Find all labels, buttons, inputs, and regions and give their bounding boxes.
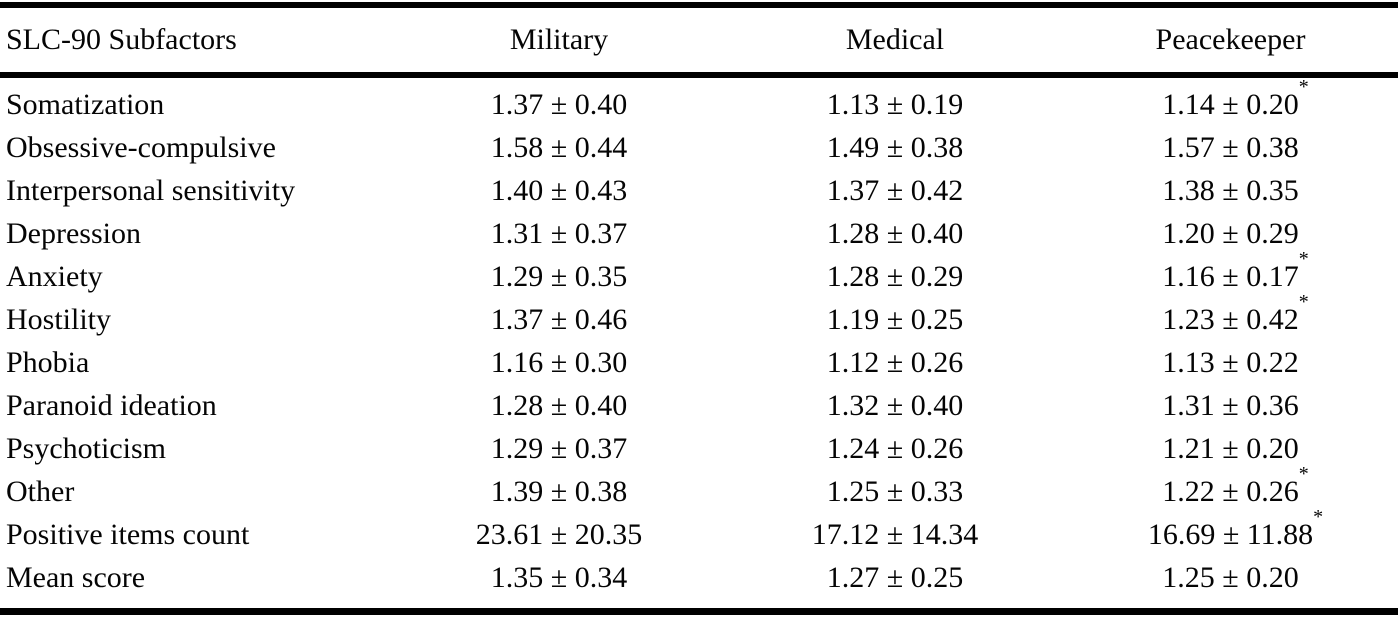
table-row: Mean score 1.35 ± 0.34 1.27 ± 0.25 1.25 …	[0, 556, 1398, 612]
table-row: Phobia 1.16 ± 0.30 1.12 ± 0.26 1.13 ± 0.…	[0, 341, 1398, 384]
cell-medical: 1.25 ± 0.33	[826, 475, 964, 508]
cell-medical: 1.12 ± 0.26	[826, 346, 964, 379]
column-header-subfactors: SLC-90 Subfactors	[0, 5, 391, 78]
cell-medical: 17.12 ± 14.34	[811, 518, 979, 551]
cell-peacekeeper: 1.38 ± 0.35	[1162, 174, 1299, 207]
row-label: Psychoticism	[6, 432, 167, 465]
significance-asterisk: *	[1313, 506, 1324, 528]
cell-military: 1.40 ± 0.43	[490, 174, 628, 207]
table-row: Depression 1.31 ± 0.37 1.28 ± 0.40 1.20 …	[0, 212, 1398, 255]
cell-peacekeeper: 16.69 ± 11.88 *	[1147, 506, 1324, 551]
table-row: Positive items count 23.61 ± 20.35 17.12…	[0, 506, 1398, 556]
cell-military: 1.37 ± 0.46	[490, 303, 628, 336]
cell-peacekeeper: 1.31 ± 0.36	[1162, 389, 1299, 422]
cell-medical: 1.19 ± 0.25	[826, 303, 964, 336]
table-row: Paranoid ideation 1.28 ± 0.40 1.32 ± 0.4…	[0, 384, 1398, 427]
cell-medical: 1.24 ± 0.26	[826, 432, 964, 465]
cell-military: 23.61 ± 20.35	[475, 518, 643, 551]
cell-peacekeeper: 1.14 ± 0.20 *	[1162, 76, 1309, 121]
significance-asterisk: *	[1298, 76, 1309, 98]
row-label: Anxiety	[6, 260, 103, 293]
table-row: Somatization 1.37 ± 0.40 1.13 ± 0.19 1.1…	[0, 75, 1398, 126]
cell-military: 1.31 ± 0.37	[490, 217, 628, 250]
cell-peacekeeper: 1.21 ± 0.20	[1162, 432, 1299, 465]
significance-asterisk: *	[1298, 291, 1309, 313]
cell-military: 1.37 ± 0.40	[490, 88, 628, 121]
table-row: Anxiety 1.29 ± 0.35 1.28 ± 0.29 1.16 ± 0…	[0, 248, 1398, 298]
column-header-military: Military	[391, 5, 727, 78]
column-header-peacekeeper: Peacekeeper	[1063, 5, 1398, 78]
row-label: Hostility	[6, 303, 112, 336]
cell-peacekeeper: 1.16 ± 0.17 *	[1162, 248, 1309, 293]
row-label: Positive items count	[6, 518, 250, 551]
cell-military: 1.35 ± 0.34	[490, 561, 628, 594]
row-label: Interpersonal sensitivity	[6, 174, 296, 207]
row-label: Obsessive-compulsive	[6, 131, 276, 164]
row-label: Other	[6, 475, 75, 508]
cell-medical: 1.32 ± 0.40	[826, 389, 964, 422]
significance-asterisk: *	[1298, 248, 1309, 270]
header-row: SLC-90 Subfactors Military Medical Peace…	[0, 5, 1398, 78]
cell-medical: 1.49 ± 0.38	[826, 131, 964, 164]
cell-peacekeeper: 1.13 ± 0.22	[1162, 346, 1299, 379]
significance-asterisk: *	[1298, 463, 1309, 485]
cell-medical: 1.28 ± 0.29	[826, 260, 964, 293]
table-row: Hostility 1.37 ± 0.46 1.19 ± 0.25 1.23 ±…	[0, 291, 1398, 341]
cell-peacekeeper: 1.20 ± 0.29	[1162, 217, 1299, 250]
cell-peacekeeper: 1.57 ± 0.38	[1162, 131, 1299, 164]
cell-peacekeeper: 1.22 ± 0.26 *	[1162, 463, 1309, 508]
cell-military: 1.28 ± 0.40	[490, 389, 628, 422]
cell-peacekeeper: 1.23 ± 0.42 *	[1162, 291, 1309, 336]
cell-military: 1.29 ± 0.35	[490, 260, 628, 293]
table-row: Psychoticism 1.29 ± 0.37 1.24 ± 0.26 1.2…	[0, 427, 1398, 470]
row-label: Mean score	[6, 561, 146, 594]
row-label: Depression	[6, 217, 141, 250]
table-row: Obsessive-compulsive 1.58 ± 0.44 1.49 ± …	[0, 126, 1398, 169]
cell-medical: 1.28 ± 0.40	[826, 217, 964, 250]
table-row: Other 1.39 ± 0.38 1.25 ± 0.33 1.22 ± 0.2…	[0, 463, 1398, 513]
cell-medical: 1.37 ± 0.42	[826, 174, 964, 207]
table-header: SLC-90 Subfactors Military Medical Peace…	[0, 5, 1398, 78]
table-row: Interpersonal sensitivity 1.40 ± 0.43 1.…	[0, 169, 1398, 212]
column-header-medical: Medical	[727, 5, 1063, 78]
cell-military: 1.39 ± 0.38	[490, 475, 628, 508]
cell-military: 1.29 ± 0.37	[490, 432, 628, 465]
row-label: Paranoid ideation	[6, 389, 217, 422]
cell-medical: 1.27 ± 0.25	[826, 561, 964, 594]
cell-medical: 1.13 ± 0.19	[826, 88, 964, 121]
cell-military: 1.58 ± 0.44	[490, 131, 628, 164]
cell-peacekeeper: 1.25 ± 0.20	[1162, 561, 1299, 594]
row-label: Phobia	[6, 346, 90, 379]
cell-military: 1.16 ± 0.30	[490, 346, 628, 379]
table-body: Somatization 1.37 ± 0.40 1.13 ± 0.19 1.1…	[0, 75, 1398, 612]
row-label: Somatization	[6, 88, 165, 121]
